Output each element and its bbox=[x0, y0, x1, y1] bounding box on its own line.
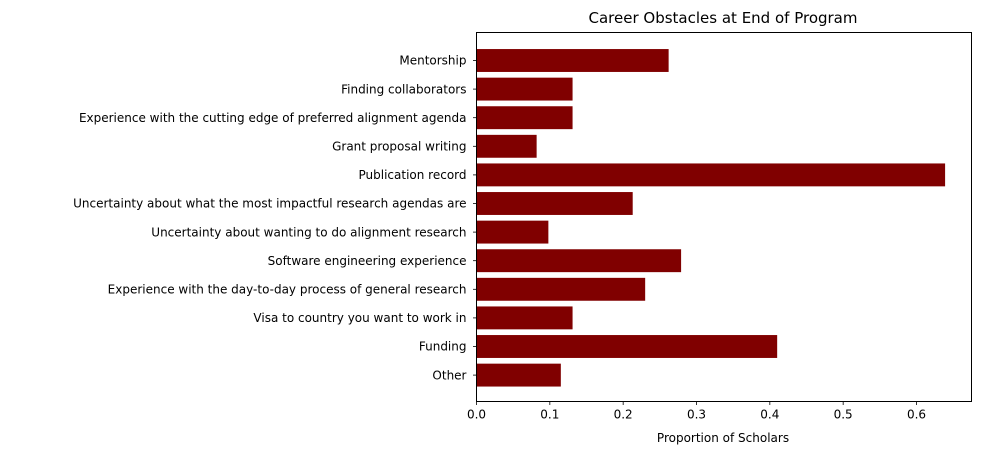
x-tick-label: 0.3 bbox=[687, 408, 706, 422]
x-tick-label: 0.0 bbox=[467, 408, 486, 422]
x-tick-label: 0.2 bbox=[614, 408, 633, 422]
bar bbox=[476, 249, 682, 273]
bar bbox=[476, 77, 573, 101]
bars-group bbox=[476, 49, 946, 387]
bar bbox=[476, 106, 573, 130]
bar bbox=[476, 277, 646, 301]
bar bbox=[476, 49, 669, 72]
bar bbox=[476, 134, 537, 158]
y-tick-label: Software engineering experience bbox=[268, 254, 467, 268]
y-tick-label: Experience with the cutting edge of pref… bbox=[79, 111, 467, 125]
bar bbox=[476, 220, 549, 244]
y-tick-label: Uncertainty about what the most impactfu… bbox=[73, 197, 466, 211]
x-tick-label: 0.6 bbox=[907, 408, 926, 422]
x-tick-label: 0.1 bbox=[540, 408, 559, 422]
bar bbox=[476, 363, 561, 387]
bar bbox=[476, 163, 946, 187]
y-tick-label: Funding bbox=[419, 340, 467, 354]
x-tick-label: 0.4 bbox=[760, 408, 779, 422]
chart-title: Career Obstacles at End of Program bbox=[589, 9, 858, 27]
y-tick-label: Experience with the day-to-day process o… bbox=[108, 283, 467, 297]
y-tick-label: Grant proposal writing bbox=[332, 140, 466, 154]
bar bbox=[476, 306, 573, 330]
x-axis-label: Proportion of Scholars bbox=[657, 431, 789, 445]
y-tick-label: Mentorship bbox=[399, 54, 466, 68]
y-tick-label: Finding collaborators bbox=[341, 82, 466, 96]
bar bbox=[476, 192, 633, 215]
y-tick-label: Visa to country you want to work in bbox=[253, 311, 466, 325]
y-tick-label: Other bbox=[432, 368, 466, 382]
plot-frame bbox=[476, 32, 972, 402]
y-axis-ticks: Mentorship Finding collaborators Experienc… bbox=[73, 54, 477, 382]
x-axis-ticks: 0.0 0.1 0.2 0.3 0.4 0.5 0.6 bbox=[467, 401, 926, 422]
bar bbox=[476, 335, 778, 358]
y-tick-label: Publication record bbox=[359, 168, 467, 182]
x-tick-label: 0.5 bbox=[834, 408, 853, 422]
y-tick-label: Uncertainty about wanting to do alignmen… bbox=[151, 225, 466, 239]
